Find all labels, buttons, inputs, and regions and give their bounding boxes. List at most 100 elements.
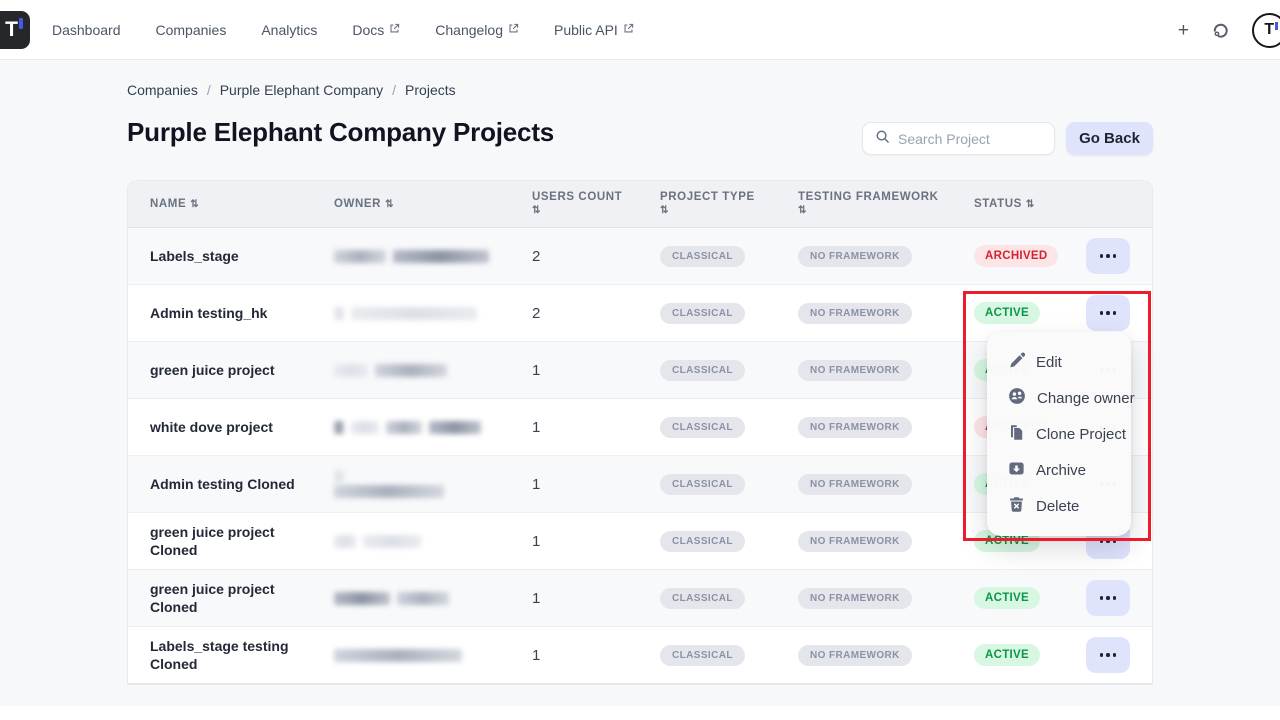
status-badge: ARCHIVED: [974, 245, 1059, 267]
project-type-badge: CLASSICAL: [660, 644, 745, 666]
sort-icon: ⇅: [532, 205, 541, 216]
breadcrumb-item-1[interactable]: Companies: [127, 82, 198, 98]
column-header-status[interactable]: STATUS ⇅: [974, 197, 1035, 210]
redacted-owner-name: [375, 363, 447, 377]
project-owner: [312, 305, 510, 322]
pencil-icon: [1008, 352, 1026, 373]
redacted-owner-name: [334, 420, 344, 434]
redacted-owner-name: [351, 306, 477, 320]
status-badge: ACTIVE: [974, 302, 1040, 324]
redacted-owner-name: [429, 420, 481, 434]
column-header-testing-framework[interactable]: TESTING FRAMEWORK ⇅: [798, 191, 939, 216]
project-owner: [312, 590, 510, 607]
project-type-badge: CLASSICAL: [660, 530, 745, 552]
breadcrumb-item-2[interactable]: Purple Elephant Company: [219, 82, 384, 98]
brand-logo[interactable]: T: [0, 11, 30, 49]
testing-framework-badge: NO FRAMEWORK: [798, 644, 912, 666]
redacted-owner-name: [334, 363, 368, 377]
sort-icon: ⇅: [190, 198, 200, 210]
user-avatar[interactable]: T: [1252, 12, 1280, 48]
project-name: Admin testing_hk: [150, 305, 268, 321]
archive-icon: [1008, 460, 1025, 481]
sort-icon: ⇅: [385, 198, 395, 210]
nav-item-dashboard[interactable]: Dashboard: [52, 22, 121, 38]
project-owner: [312, 533, 510, 550]
status-badge: ACTIVE: [974, 587, 1040, 609]
redacted-owner-name: [334, 534, 356, 548]
support-icon[interactable]: [1211, 21, 1230, 40]
project-type-badge: CLASSICAL: [660, 359, 745, 381]
bottom-strip: [0, 706, 1280, 720]
row-actions-menu: Edit Change owner Clone Project Archive Dele…: [987, 332, 1135, 536]
redacted-owner-name: [334, 249, 386, 263]
table-header-row: NAME ⇅ OWNER ⇅ USERS COUNT ⇅ PROJECT TYPE ⇅ TEST…: [128, 181, 1152, 228]
users-count: 2: [532, 247, 541, 265]
row-actions-button[interactable]: [1086, 238, 1130, 274]
nav-item-public-api[interactable]: Public API: [554, 22, 634, 38]
menu-item-change-owner[interactable]: Change owner: [987, 380, 1135, 416]
testing-framework-badge: NO FRAMEWORK: [798, 245, 912, 267]
menu-item-edit[interactable]: Edit: [987, 344, 1131, 380]
users-count: 1: [532, 646, 541, 664]
table-row: Admin testing Cloned 1 CLASSICAL NO FRAMEWO…: [128, 456, 1152, 513]
nav-item-companies[interactable]: Companies: [155, 22, 227, 38]
project-owner: [312, 419, 510, 436]
project-owner: [312, 647, 510, 664]
go-back-button[interactable]: Go Back: [1066, 122, 1153, 155]
users-count: 2: [532, 304, 541, 322]
users-count: 1: [532, 475, 541, 493]
sort-icon: ⇅: [798, 205, 807, 216]
nav-item-docs[interactable]: Docs: [352, 22, 400, 38]
external-link-icon: [508, 23, 519, 34]
column-header-users-count[interactable]: USERS COUNT ⇅: [532, 191, 623, 216]
testing-framework-badge: NO FRAMEWORK: [798, 359, 912, 381]
project-type-badge: CLASSICAL: [660, 473, 745, 495]
redacted-owner-name: [393, 249, 489, 263]
nav-item-analytics[interactable]: Analytics: [261, 22, 318, 38]
users-count: 1: [532, 418, 541, 436]
testing-framework-badge: NO FRAMEWORK: [798, 587, 912, 609]
column-header-owner[interactable]: OWNER ⇅: [334, 197, 395, 210]
brand-letter: T: [5, 18, 18, 41]
redacted-owner-name: [397, 591, 449, 605]
external-link-icon: [389, 23, 400, 34]
project-search: [862, 122, 1055, 155]
project-name: Admin testing Cloned: [150, 476, 295, 492]
page-title: Purple Elephant Company Projects: [127, 117, 555, 147]
table-row: green juice project Cloned 1 CLASSICAL NO F…: [128, 570, 1152, 627]
navbar-actions: + T: [1178, 0, 1280, 60]
sort-icon: ⇅: [660, 205, 669, 216]
primary-nav: Dashboard Companies Analytics Docs Changelog…: [52, 0, 634, 60]
nav-item-changelog[interactable]: Changelog: [435, 22, 519, 38]
table-row: Admin testing_hk 2 CLASSICAL NO FRAMEWORK AC…: [128, 285, 1152, 342]
row-actions-button[interactable]: [1086, 580, 1130, 616]
redacted-owner-name: [334, 470, 344, 483]
redacted-owner-name: [334, 306, 344, 320]
project-name: green juice project Cloned: [150, 524, 275, 558]
breadcrumb-item-3[interactable]: Projects: [405, 82, 456, 98]
copy-icon: [1008, 424, 1025, 445]
project-owner: [312, 362, 510, 379]
project-name: Labels_stage testing Cloned: [150, 638, 289, 672]
column-header-actions: [1064, 198, 1152, 210]
testing-framework-badge: NO FRAMEWORK: [798, 416, 912, 438]
project-name: green juice project: [150, 362, 275, 378]
column-header-project-type[interactable]: PROJECT TYPE ⇅: [660, 191, 755, 216]
redacted-owner-name: [334, 485, 444, 498]
project-name: green juice project Cloned: [150, 581, 275, 615]
search-input[interactable]: [898, 130, 1038, 147]
menu-item-archive[interactable]: Archive: [987, 452, 1131, 488]
row-actions-button[interactable]: [1086, 295, 1130, 331]
table-row: Labels_stage testing Cloned 1 CLASSICAL NO …: [128, 627, 1152, 684]
project-type-badge: CLASSICAL: [660, 587, 745, 609]
status-badge: ACTIVE: [974, 644, 1040, 666]
column-header-name[interactable]: NAME ⇅: [150, 197, 200, 210]
add-button[interactable]: +: [1177, 19, 1189, 41]
menu-item-clone-project[interactable]: Clone Project: [987, 416, 1131, 452]
menu-item-delete[interactable]: Delete: [987, 488, 1131, 524]
project-type-badge: CLASSICAL: [660, 302, 745, 324]
row-actions-button[interactable]: [1086, 637, 1130, 673]
testing-framework-badge: NO FRAMEWORK: [798, 530, 912, 552]
table-row: Labels_stage 2 CLASSICAL NO FRAMEWORK ARCHIV…: [128, 228, 1152, 285]
